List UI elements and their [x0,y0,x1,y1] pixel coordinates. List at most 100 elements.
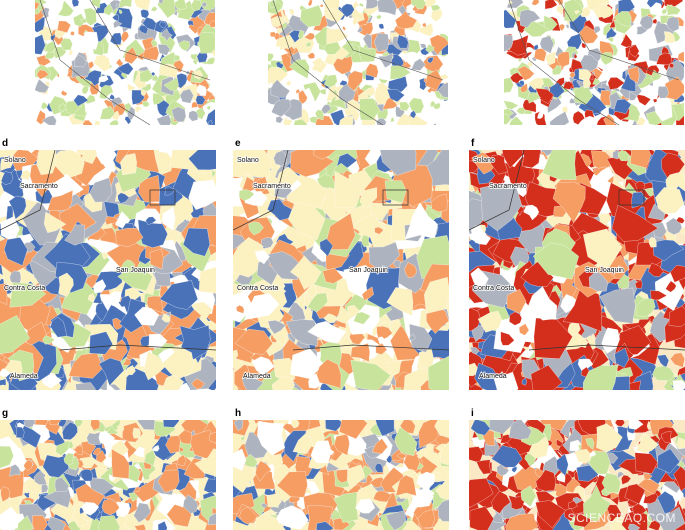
map-region [520,485,537,507]
map-region [57,75,70,86]
map-region [611,204,659,242]
panel-letter: g [2,408,8,419]
map-region [519,9,541,28]
map-region [399,101,410,112]
map-region [103,291,122,307]
map-region [191,378,205,390]
map-region [49,420,61,426]
map-region [396,34,409,49]
map-region [73,94,89,107]
map-region [142,101,150,108]
map-region [314,109,324,121]
map-region [15,426,25,439]
map-region [212,507,216,515]
map-region [152,445,160,452]
map-region [9,464,21,477]
map-region [32,515,48,530]
map-region [572,497,583,504]
map-region [311,57,323,68]
map-region [395,474,417,497]
map-region [98,357,125,386]
map-region [63,452,74,466]
map-region [109,119,119,125]
map-region [84,69,102,87]
map-region [371,438,388,455]
map-region [304,32,315,41]
map-region [140,83,152,92]
map-region [310,440,332,464]
map-region [618,0,636,14]
map-region [113,20,123,29]
map-region [306,106,315,114]
map-region [103,3,114,16]
map-region [166,504,192,528]
map-region [209,431,216,444]
map-region [469,478,494,508]
map-region [580,54,599,72]
map-region [537,111,544,119]
county-border [469,150,685,351]
map-region [474,362,499,390]
map-region [8,195,27,220]
map-region [319,88,327,96]
map-region [288,202,326,241]
map-region [0,378,7,386]
map-region [533,48,547,62]
map-region [469,346,480,355]
map-region [412,4,420,12]
map-region [348,14,354,19]
map-region [158,0,164,5]
map-region [583,365,619,390]
map-region [350,343,370,362]
map-region [316,359,342,389]
map-region [24,420,36,428]
map-region [535,500,566,529]
map-region [518,323,530,336]
map-region [117,266,153,292]
map-region [295,89,301,95]
map-region [345,70,363,91]
map-region [35,92,40,100]
map-region [115,228,144,248]
panel-letter: h [235,408,241,419]
map-region [320,4,324,8]
map-region [289,59,310,79]
map-region [655,187,685,215]
map-region [521,377,527,386]
map-region [164,185,175,196]
map-region [176,454,187,467]
map-region [137,420,155,431]
map-region [599,287,636,324]
map-region [621,474,632,485]
place-label: Sacramento [489,183,527,190]
map-region [108,94,115,100]
map-region [583,484,611,523]
map-region [528,286,558,321]
map-region [64,224,85,246]
map-panel [469,420,685,530]
map-region [532,242,579,280]
map-region [527,92,541,104]
map-region [588,270,608,292]
map-region [653,99,673,122]
map-region [432,103,441,110]
map-region [112,317,124,330]
map-region [365,0,379,9]
map-region [35,34,46,55]
map-region [316,521,334,530]
map-region [420,43,427,49]
map-region [411,58,426,71]
map-region [285,319,319,346]
map-region [657,86,669,99]
map-region [81,150,98,164]
map-region [70,31,75,36]
map-region [157,520,168,530]
map-region [523,204,540,221]
map-region [151,432,179,461]
map-region [35,8,40,15]
map-region [379,71,384,76]
map-region [394,426,418,457]
map-region [142,46,160,61]
map-region [261,237,274,249]
